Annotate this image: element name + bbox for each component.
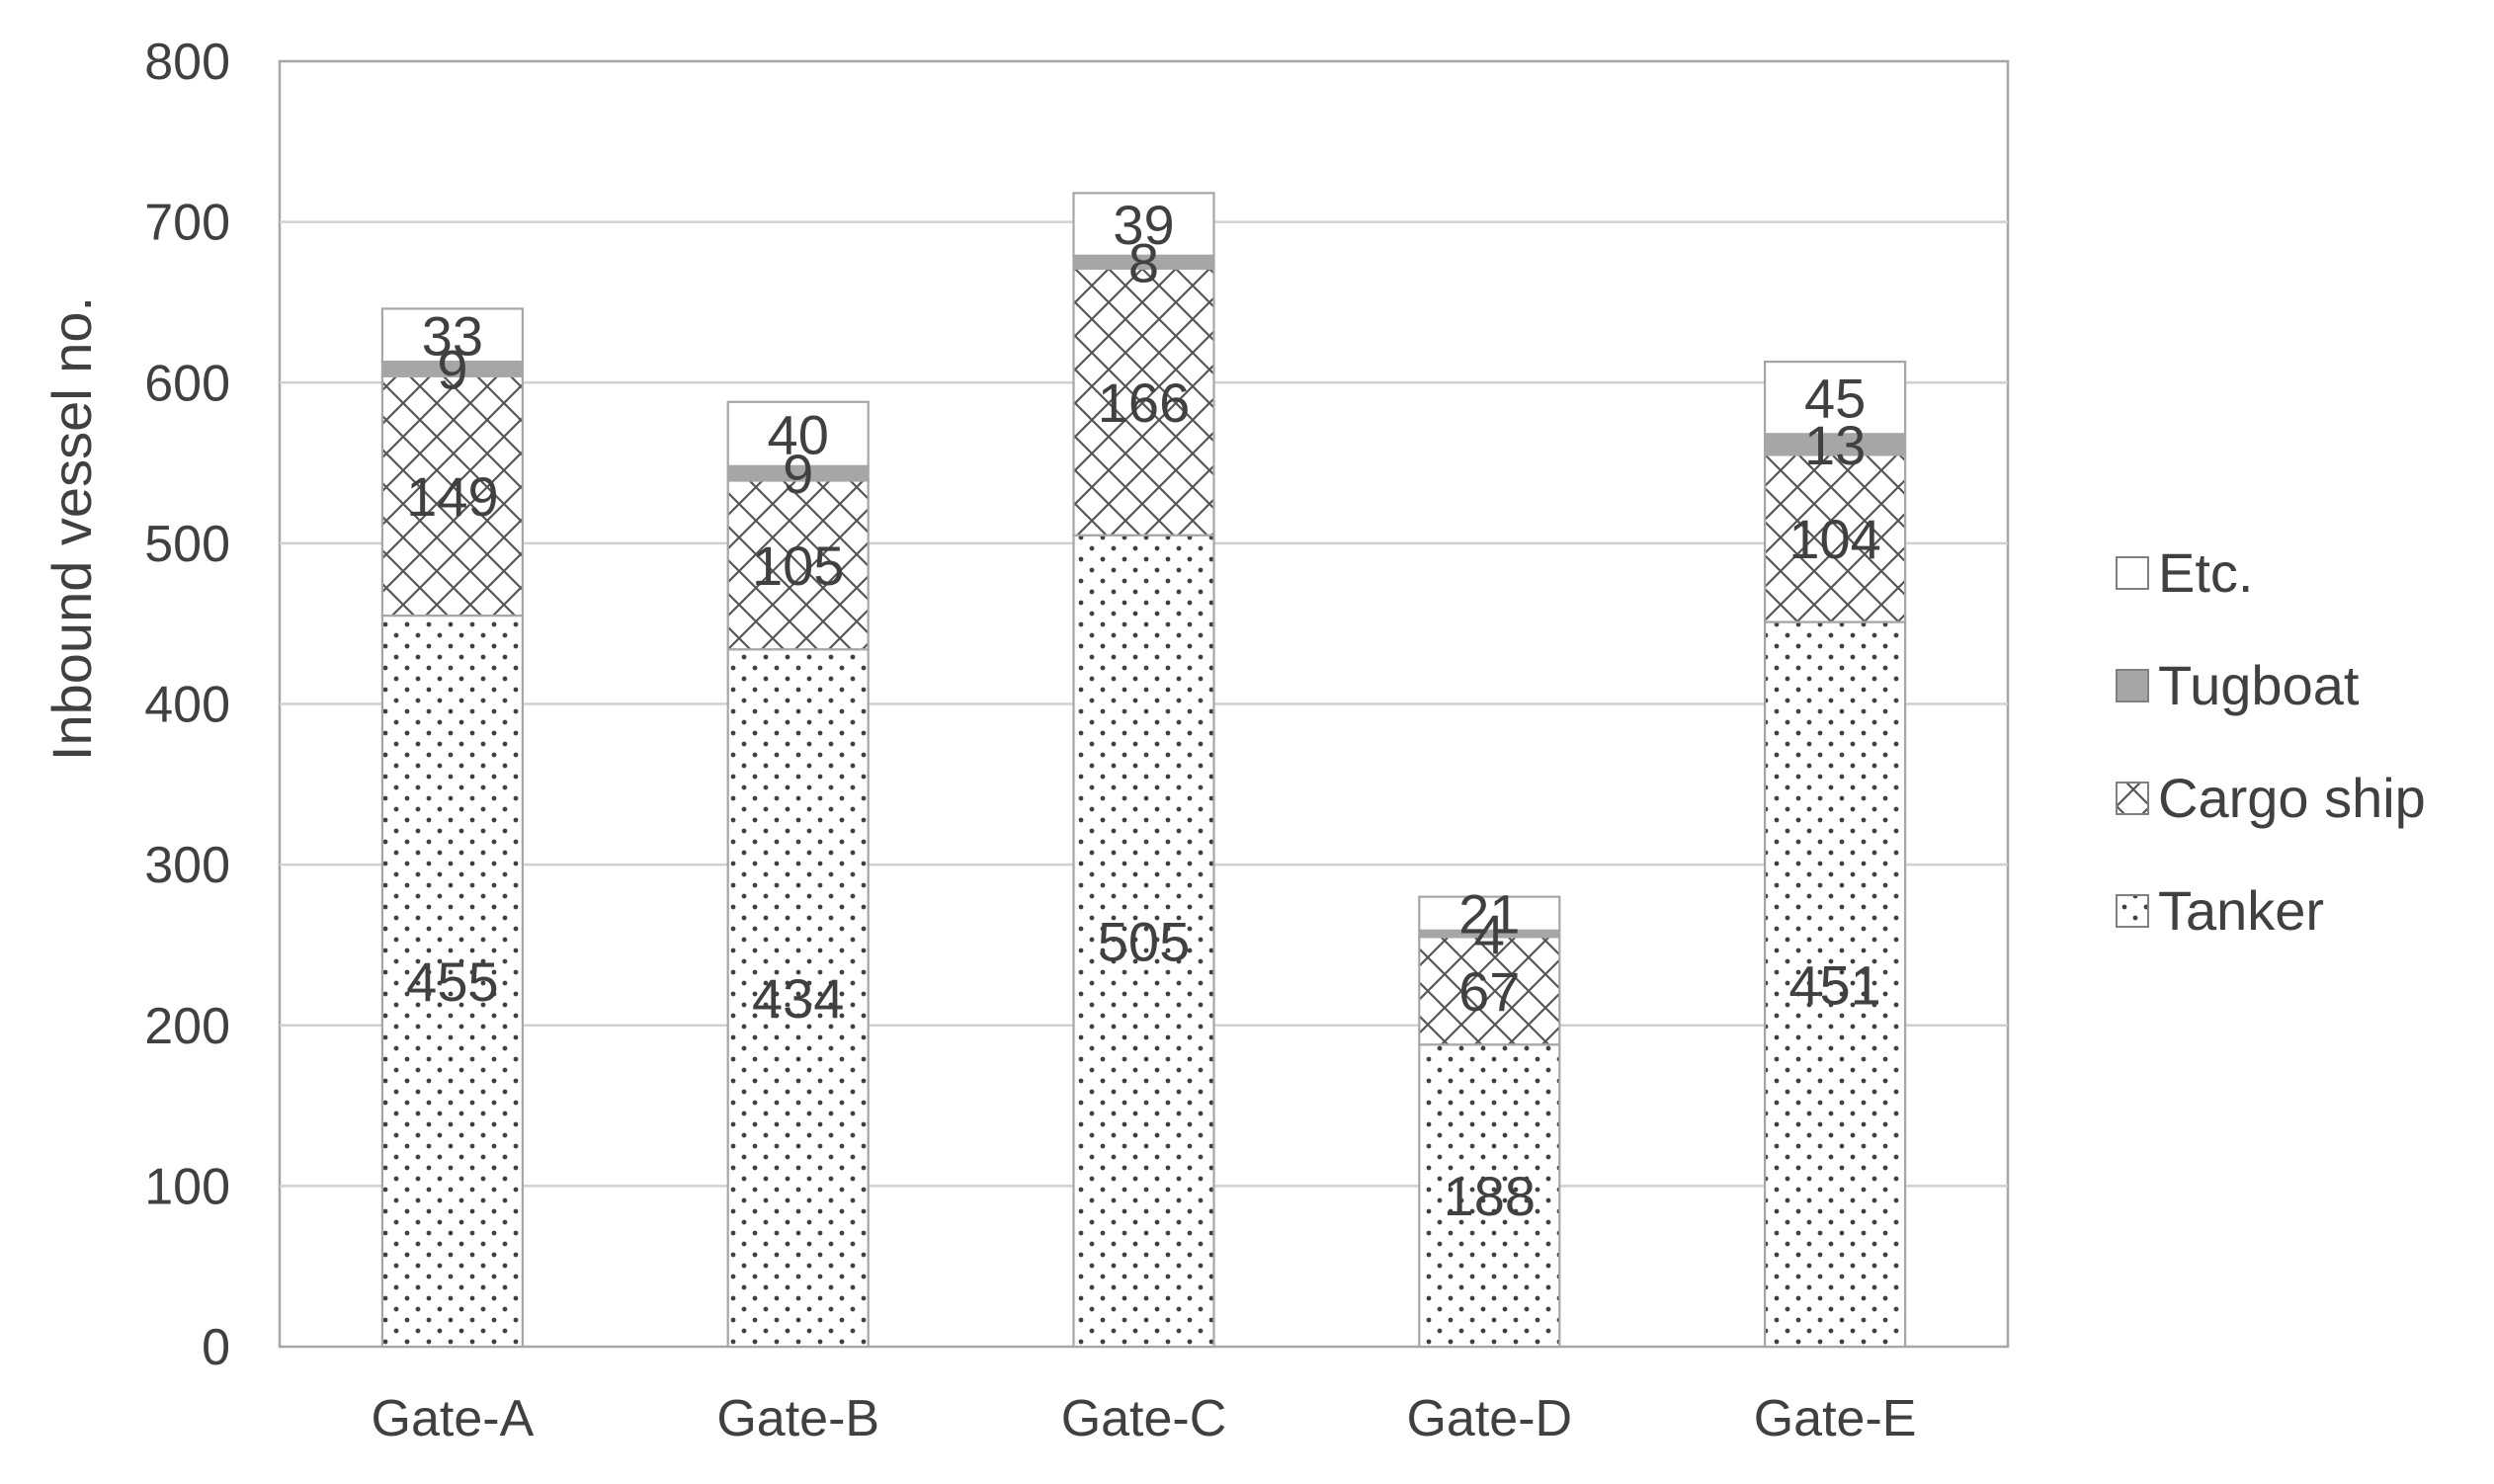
legend-label: Tanker <box>2158 879 2324 942</box>
bar-segment <box>1763 620 1907 1349</box>
legend-swatch <box>2116 556 2149 590</box>
data-label: 21 <box>1458 883 1520 946</box>
data-label: 455 <box>406 950 498 1013</box>
bar-segment <box>1418 895 1561 932</box>
bar-segment <box>380 374 524 618</box>
bar-segment <box>380 307 524 364</box>
data-label: 9 <box>783 443 813 505</box>
x-tick-label: Gate-C <box>1061 1390 1227 1447</box>
y-tick-label: 400 <box>144 677 230 734</box>
data-label: 4 <box>1474 903 1505 965</box>
bars: 4551499334341059405051668391886742145110… <box>380 192 1907 1349</box>
bar-segment <box>726 479 870 651</box>
x-tick-label: Gate-A <box>372 1390 535 1447</box>
x-tick-label: Gate-E <box>1754 1390 1917 1447</box>
data-label: 434 <box>752 967 844 1030</box>
legend-item: Etc. <box>2116 541 2253 604</box>
bar-segment <box>1763 453 1907 623</box>
y-tick-label: 0 <box>202 1319 230 1376</box>
data-label: 451 <box>1788 953 1880 1016</box>
data-label: 9 <box>437 338 467 400</box>
legend: Etc. Tugboat Cargo ship Tanker <box>2116 541 2426 942</box>
bar-stack: 505 166 839 <box>1072 192 1215 1349</box>
x-tick-label: Gate-B <box>716 1390 879 1447</box>
y-tick-label: 600 <box>144 355 230 412</box>
data-label: 104 <box>1788 508 1880 570</box>
y-tick-label: 300 <box>144 837 230 894</box>
bar-segment <box>1763 361 1907 436</box>
legend-label: Cargo ship <box>2158 767 2426 829</box>
x-tick-label: Gate-D <box>1406 1390 1572 1447</box>
data-label: 188 <box>1444 1165 1536 1227</box>
bar-segment <box>1072 192 1215 257</box>
bar-stack: 455 149 933 <box>380 304 524 1349</box>
bar-segment <box>1072 534 1215 1349</box>
bar-segment <box>1418 936 1561 1046</box>
legend-item: Tanker <box>2116 879 2324 942</box>
y-tick-label: 800 <box>144 34 230 91</box>
data-label: 67 <box>1458 960 1520 1023</box>
axis-ticks: 0 100 200 300 400 500 600 700 800 Gate-A Gate-B Gat… <box>144 34 1916 1447</box>
y-tick-label: 100 <box>144 1158 230 1215</box>
data-label: 8 <box>1128 231 1159 293</box>
data-label: 505 <box>1098 910 1190 972</box>
data-label: 149 <box>406 465 498 528</box>
y-axis-label: Inbound vessel no. <box>41 296 103 761</box>
data-label: 166 <box>1098 371 1190 434</box>
legend-swatch <box>2116 782 2149 815</box>
data-label: 105 <box>752 535 844 597</box>
bar-segment <box>1072 267 1215 536</box>
legend-swatch <box>2116 669 2149 702</box>
gridlines <box>280 220 2008 1188</box>
data-label: 33 <box>422 304 483 367</box>
y-tick-label: 200 <box>144 998 230 1055</box>
legend-label: Tugboat <box>2158 654 2360 716</box>
bar-segment <box>726 400 870 467</box>
data-label: 39 <box>1113 194 1174 256</box>
y-tick-label: 500 <box>144 516 230 573</box>
bar-segment <box>726 648 870 1349</box>
legend-item: Tugboat <box>2116 654 2360 716</box>
legend-item: Cargo ship <box>2116 767 2426 829</box>
legend-label: Etc. <box>2158 541 2253 604</box>
legend-swatch <box>2116 894 2149 928</box>
bar-segment <box>1418 1043 1561 1349</box>
bar-stack: 434 105 940 <box>726 400 870 1349</box>
data-label: 45 <box>1804 368 1866 430</box>
data-label: 40 <box>768 403 829 465</box>
bar-segment <box>380 614 524 1349</box>
y-tick-label: 700 <box>144 195 230 252</box>
data-label: 13 <box>1804 414 1866 476</box>
